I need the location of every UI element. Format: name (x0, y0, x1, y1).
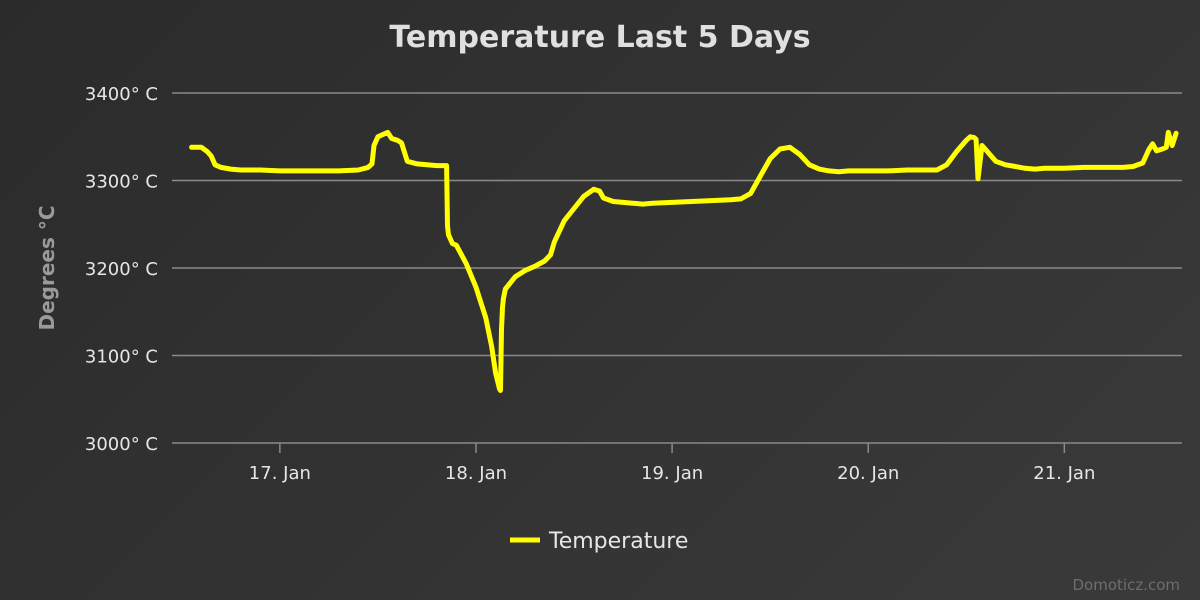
x-tick-label: 17. Jan (249, 463, 311, 484)
y-tick-label: 3400° C (85, 84, 158, 105)
y-tick-label: 3000° C (85, 434, 158, 455)
y-tick-label: 3100° C (85, 347, 158, 368)
x-axis-ticks: 17. Jan 18. Jan 19. Jan 20. Jan 21. Jan (249, 443, 1095, 484)
x-tick-label: 20. Jan (837, 463, 899, 484)
legend[interactable]: Temperature (510, 529, 688, 554)
series-line-temperature[interactable] (189, 129, 1179, 393)
x-tick-label: 21. Jan (1033, 463, 1095, 484)
legend-label[interactable]: Temperature (548, 529, 688, 554)
y-axis-title: Degrees °C (35, 205, 59, 330)
x-tick-label: 19. Jan (641, 463, 703, 484)
chart-title: Temperature Last 5 Days (389, 20, 810, 55)
series-layer (189, 129, 1179, 393)
credit-link[interactable]: Domoticz.com (1073, 576, 1181, 594)
y-tick-label: 3200° C (85, 259, 158, 280)
x-tick-label: 18. Jan (445, 463, 507, 484)
grid-lines (172, 92, 1182, 444)
y-tick-label: 3300° C (85, 172, 158, 193)
y-axis-ticks: 3000° C 3100° C 3200° C 3300° C 3400° C (85, 84, 158, 455)
